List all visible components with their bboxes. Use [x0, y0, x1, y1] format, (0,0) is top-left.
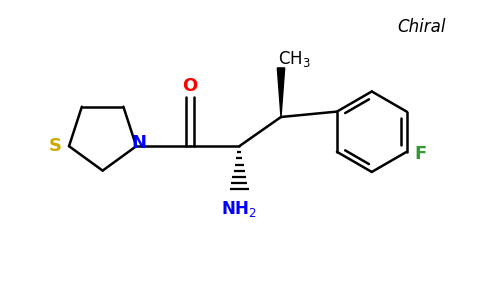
Text: O: O [182, 77, 198, 95]
Text: S: S [49, 137, 62, 155]
Polygon shape [277, 68, 285, 117]
Text: NH$_2$: NH$_2$ [221, 199, 257, 219]
Text: N: N [131, 134, 146, 152]
Text: CH$_3$: CH$_3$ [278, 49, 311, 69]
Text: Chiral: Chiral [397, 18, 446, 36]
Text: F: F [414, 145, 426, 163]
